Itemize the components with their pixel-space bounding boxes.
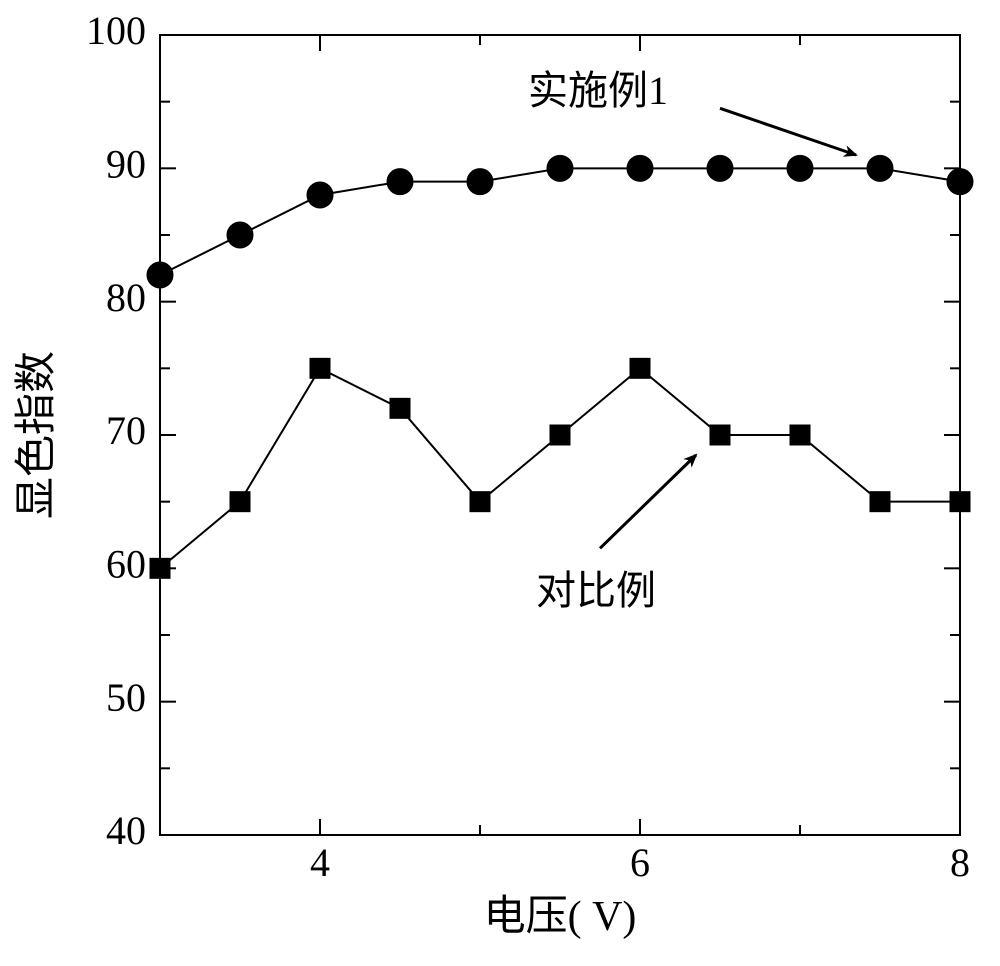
marker-square xyxy=(310,358,330,378)
marker-square xyxy=(950,492,970,512)
marker-square xyxy=(630,358,650,378)
marker-circle xyxy=(467,169,493,195)
marker-circle xyxy=(627,155,653,181)
marker-square xyxy=(150,558,170,578)
marker-square xyxy=(710,425,730,445)
marker-circle xyxy=(947,169,973,195)
y-tick-label: 100 xyxy=(86,8,146,53)
y-axis-title: 显色指数 xyxy=(14,351,60,519)
marker-circle xyxy=(227,222,253,248)
series-line-对比例 xyxy=(160,368,960,568)
marker-square xyxy=(550,425,570,445)
annotation-label: 对比例 xyxy=(536,568,656,613)
marker-square xyxy=(230,492,250,512)
chart-container: 40 50 60 70 80 90 100 4 6 8 实施例1 对比例电压( V) 显色指数 xyxy=(0,0,1000,966)
y-tick-label: 80 xyxy=(106,275,146,320)
marker-square xyxy=(790,425,810,445)
y-tick-label: 40 xyxy=(106,808,146,853)
chart-svg: 40 50 60 70 80 90 100 4 6 8 实施例1 对比例电压( V) 显色指数 xyxy=(0,0,1000,966)
annotation-arrow xyxy=(720,108,856,155)
marker-circle xyxy=(787,155,813,181)
y-tick-label: 60 xyxy=(106,542,146,587)
marker-circle xyxy=(547,155,573,181)
x-tick-label: 8 xyxy=(950,840,970,885)
marker-circle xyxy=(307,182,333,208)
y-tick-label: 90 xyxy=(106,142,146,187)
series-line-实施例1 xyxy=(160,168,960,275)
x-tick-label: 4 xyxy=(310,840,330,885)
marker-circle xyxy=(147,262,173,288)
y-tick-label: 50 xyxy=(106,675,146,720)
marker-circle xyxy=(867,155,893,181)
y-tick-label: 70 xyxy=(106,408,146,453)
marker-circle xyxy=(387,169,413,195)
marker-square xyxy=(390,398,410,418)
marker-square xyxy=(470,492,490,512)
annotation-label: 实施例1 xyxy=(528,68,668,113)
annotation-arrow xyxy=(600,455,696,548)
x-axis-title: 电压( V) xyxy=(484,894,637,940)
x-tick-label: 6 xyxy=(630,840,650,885)
marker-square xyxy=(870,492,890,512)
marker-circle xyxy=(707,155,733,181)
